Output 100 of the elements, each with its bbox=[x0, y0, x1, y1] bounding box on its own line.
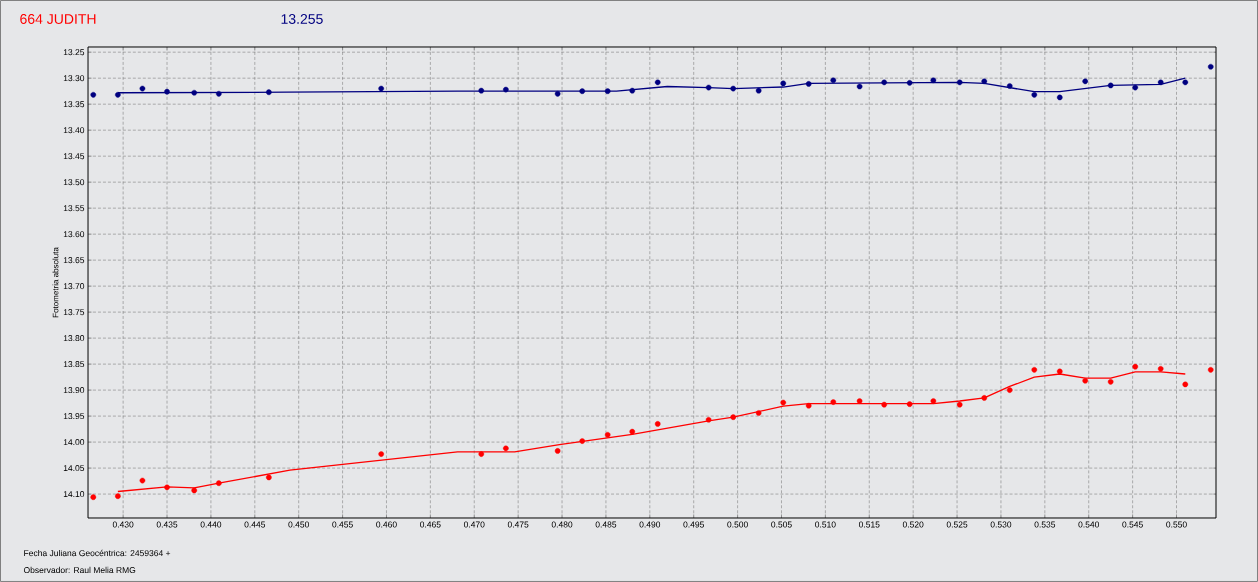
point bbox=[579, 438, 586, 444]
x-tick-label: 0.530 bbox=[990, 521, 1012, 528]
point bbox=[981, 395, 988, 401]
point bbox=[906, 80, 913, 86]
y-tick-label: 13.80 bbox=[63, 335, 85, 342]
point bbox=[1132, 84, 1139, 91]
point bbox=[629, 428, 636, 435]
x-tick-label: 0.510 bbox=[815, 521, 836, 528]
point bbox=[981, 78, 988, 85]
point bbox=[856, 83, 863, 90]
point bbox=[755, 87, 762, 94]
point bbox=[115, 493, 121, 499]
point bbox=[856, 398, 863, 404]
point bbox=[730, 85, 737, 92]
point bbox=[1182, 79, 1189, 86]
y-tick-label: 13.60 bbox=[63, 231, 85, 238]
y-tick-label: 13.75 bbox=[63, 309, 85, 316]
x-tick-label: 0.485 bbox=[595, 521, 617, 528]
y-tick-label: 13.50 bbox=[63, 179, 85, 186]
x-tick-label: 0.460 bbox=[376, 521, 397, 528]
point bbox=[604, 88, 611, 94]
point bbox=[705, 84, 712, 91]
point bbox=[478, 87, 485, 94]
x-tick-label: 0.435 bbox=[156, 521, 178, 528]
point bbox=[930, 77, 937, 84]
y-tick-label: 13.35 bbox=[63, 101, 85, 108]
point bbox=[1107, 378, 1114, 385]
x-tick-label: 0.450 bbox=[288, 521, 309, 528]
x-tick-label: 0.535 bbox=[1034, 521, 1056, 528]
point bbox=[830, 399, 837, 405]
point bbox=[1056, 368, 1063, 375]
x-tick-label: 0.520 bbox=[902, 521, 924, 528]
x-tick-label: 0.445 bbox=[244, 521, 266, 528]
y-tick-label: 13.25 bbox=[63, 49, 85, 56]
point bbox=[139, 85, 146, 92]
point bbox=[1031, 367, 1038, 373]
x-tick-label: 0.465 bbox=[420, 521, 441, 528]
point bbox=[705, 416, 712, 423]
chart-subtitle: 13.255 bbox=[281, 14, 323, 24]
point bbox=[881, 79, 887, 86]
point bbox=[503, 86, 509, 93]
y-tick-label: 14.00 bbox=[63, 439, 85, 446]
point bbox=[1031, 92, 1038, 98]
point bbox=[1082, 78, 1089, 85]
y-axis-title: Fotometria absoluta bbox=[52, 247, 59, 318]
point bbox=[1006, 387, 1013, 393]
point bbox=[1182, 381, 1189, 388]
point bbox=[478, 451, 485, 457]
x-tick-label: 0.540 bbox=[1078, 521, 1100, 528]
x-tick-label: 0.495 bbox=[683, 521, 704, 528]
point bbox=[830, 77, 837, 84]
point bbox=[266, 89, 272, 96]
text: Observador: Raul Melia RMG bbox=[23, 566, 136, 574]
x-tick-label: 0.515 bbox=[858, 521, 880, 528]
point bbox=[1082, 377, 1089, 384]
point bbox=[90, 494, 97, 500]
point bbox=[930, 398, 937, 404]
point bbox=[755, 410, 762, 416]
point bbox=[1107, 82, 1114, 89]
text: Fecha Juliana Geocéntrica: 2459364 + bbox=[24, 549, 171, 557]
point bbox=[191, 487, 198, 494]
y-tick-label: 13.90 bbox=[63, 387, 85, 394]
y-tick-label: 13.45 bbox=[63, 153, 85, 160]
point bbox=[604, 432, 611, 438]
point bbox=[629, 87, 636, 94]
point bbox=[378, 451, 385, 457]
point bbox=[780, 399, 787, 406]
point bbox=[956, 401, 963, 408]
x-tick-label: 0.430 bbox=[112, 521, 134, 528]
point bbox=[164, 88, 170, 95]
point bbox=[378, 85, 385, 92]
point bbox=[906, 401, 913, 407]
point bbox=[654, 79, 661, 86]
point bbox=[139, 477, 146, 484]
point bbox=[956, 79, 963, 86]
point bbox=[503, 445, 509, 452]
y-tick-label: 13.85 bbox=[63, 361, 85, 368]
point bbox=[164, 484, 170, 491]
y-tick-label: 13.95 bbox=[63, 413, 85, 420]
point bbox=[1132, 363, 1139, 370]
point bbox=[1056, 94, 1063, 101]
x-tick-label: 0.480 bbox=[551, 521, 573, 528]
point bbox=[1006, 83, 1013, 89]
point bbox=[554, 448, 561, 454]
point bbox=[115, 92, 121, 98]
point bbox=[90, 92, 97, 98]
point bbox=[216, 90, 222, 97]
x-tick-label: 0.525 bbox=[946, 521, 968, 528]
chart-title: 664 JUDITH bbox=[20, 14, 96, 24]
point bbox=[191, 89, 198, 96]
point bbox=[654, 421, 661, 427]
point bbox=[1157, 79, 1164, 86]
point bbox=[216, 480, 222, 486]
point bbox=[579, 88, 586, 94]
x-tick-label: 0.505 bbox=[771, 521, 792, 528]
x-tick-label: 0.470 bbox=[463, 521, 485, 528]
point bbox=[554, 90, 561, 97]
y-tick-label: 13.70 bbox=[63, 283, 85, 290]
x-tick-label: 0.550 bbox=[1166, 521, 1187, 528]
y-tick-label: 14.05 bbox=[63, 465, 85, 472]
